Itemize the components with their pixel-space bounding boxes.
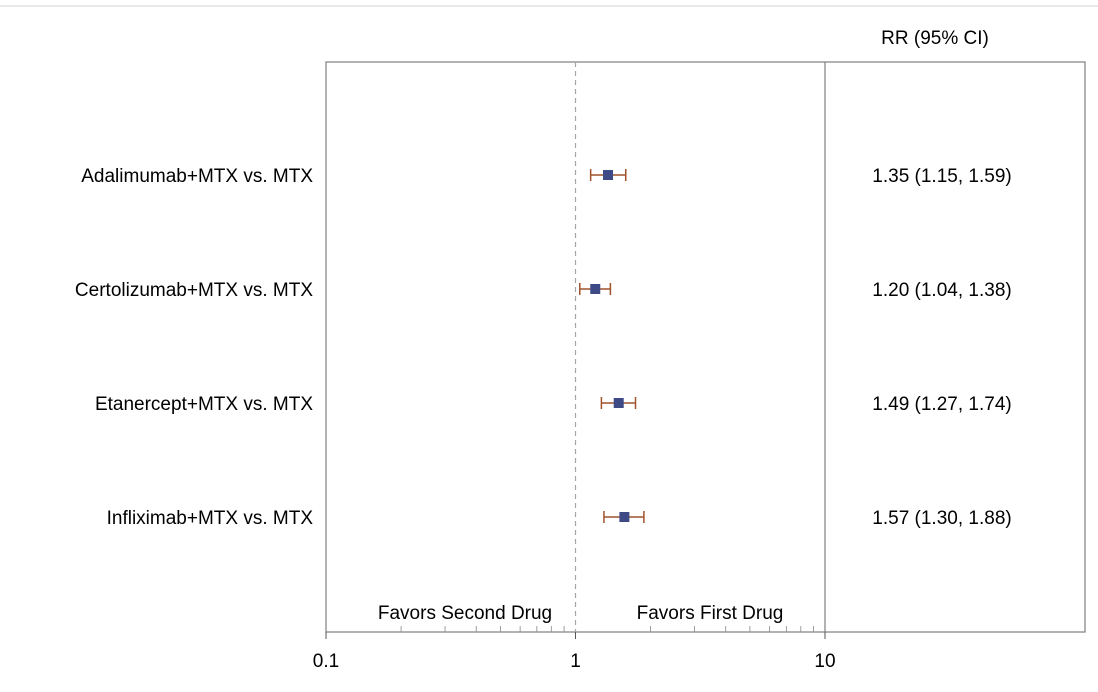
ci-text: 1.20 (1.04, 1.38) <box>872 280 1011 301</box>
forest-row: Adalimumab+MTX vs. MTX 1.35 (1.15, 1.59) <box>81 166 1011 187</box>
favors-left-label: Favors Second Drug <box>378 603 552 624</box>
ci-text: 1.57 (1.30, 1.88) <box>872 508 1011 529</box>
forest-row: Infliximab+MTX vs. MTX 1.57 (1.30, 1.88) <box>107 508 1012 529</box>
row-label: Certolizumab+MTX vs. MTX <box>75 280 313 301</box>
x-tick-label: 0.1 <box>313 651 339 672</box>
row-label: Etanercept+MTX vs. MTX <box>95 394 313 415</box>
plot-frame <box>325 61 1086 633</box>
row-label: Adalimumab+MTX vs. MTX <box>81 166 313 187</box>
ci-text: 1.35 (1.15, 1.59) <box>872 166 1011 187</box>
point-estimate <box>603 170 614 180</box>
ci-text: 1.49 (1.27, 1.74) <box>872 394 1011 415</box>
forest-row: Certolizumab+MTX vs. MTX 1.20 (1.04, 1.38… <box>75 280 1012 301</box>
point-estimate <box>613 398 624 408</box>
x-tick-label: 10 <box>814 651 835 672</box>
favors-right-label: Favors First Drug <box>637 603 784 624</box>
forest-row: Etanercept+MTX vs. MTX 1.49 (1.27, 1.74) <box>95 394 1012 415</box>
point-estimate <box>590 284 601 294</box>
column-header: RR (95% CI) <box>881 28 989 49</box>
point-estimate <box>619 512 630 522</box>
row-label: Infliximab+MTX vs. MTX <box>107 508 314 529</box>
x-tick-label: 1 <box>570 651 581 672</box>
